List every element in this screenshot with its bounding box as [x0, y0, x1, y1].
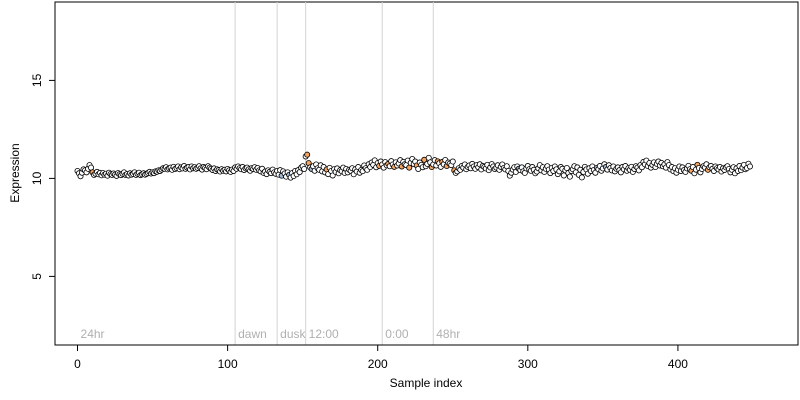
x-tick-label: 100: [218, 357, 238, 371]
x-tick-label: 300: [518, 357, 538, 371]
x-axis: 0 100 200 300 400: [74, 344, 688, 371]
data-point: [746, 163, 753, 170]
vline-label-2: 12:00: [309, 327, 339, 341]
corner-label: 24hr: [81, 327, 105, 341]
data-point: [304, 151, 311, 158]
x-tick-label: 200: [368, 357, 388, 371]
y-axis: 5 10 15: [30, 73, 56, 280]
y-axis-label: Expression: [8, 143, 22, 202]
vertical-reference-lines: [234, 2, 434, 345]
y-tick-label: 15: [30, 73, 44, 87]
vline-label-1: dusk: [280, 327, 306, 341]
data-point: [301, 165, 308, 172]
annotations: dawn dusk 12:00 0:00 48hr 24hr: [81, 327, 461, 341]
vline-label-4: 48hr: [436, 327, 460, 341]
data-point: [566, 173, 573, 180]
y-tick-label: 5: [30, 273, 44, 280]
y-tick-label: 10: [30, 171, 44, 185]
x-tick-label: 0: [74, 357, 81, 371]
vline-label-0: dawn: [238, 327, 267, 341]
data-points: [74, 151, 753, 181]
x-axis-label: Sample index: [390, 376, 463, 390]
vline-label-3: 0:00: [385, 327, 409, 341]
data-point: [578, 174, 585, 181]
x-tick-label: 400: [668, 357, 688, 371]
data-point: [449, 158, 456, 165]
